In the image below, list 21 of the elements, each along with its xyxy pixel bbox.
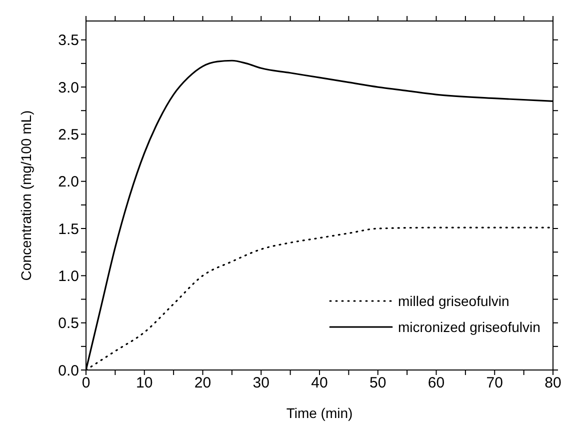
y-tick-label: 1.5	[58, 220, 79, 238]
x-tick-label: 10	[136, 374, 153, 392]
x-tick-label: 40	[311, 374, 328, 392]
x-tick-label: 60	[428, 374, 445, 392]
y-axis-title: Concentration (mg/100 mL)	[18, 110, 34, 281]
y-tick-label: 2.5	[58, 126, 79, 144]
y-tick-label: 1.0	[58, 268, 79, 285]
y-tick-label: 0.0	[58, 362, 79, 380]
y-tick-label: 0.5	[58, 315, 79, 332]
legend-label: milled griseofulvin	[398, 293, 510, 309]
x-tick-label: 70	[486, 374, 503, 392]
x-tick-label: 80	[544, 374, 562, 392]
x-tick-label: 30	[252, 374, 270, 392]
legend-label: micronized griseofulvin	[398, 319, 540, 335]
y-tick-label: 2.0	[58, 174, 79, 191]
y-tick-label: 3.0	[58, 79, 79, 96]
x-tick-label: 20	[194, 374, 212, 392]
x-tick-label: 50	[370, 374, 386, 392]
x-axis-title: Time (min)	[286, 405, 353, 421]
y-tick-label: 3.5	[58, 32, 79, 50]
x-tick-label: 0	[82, 374, 90, 392]
